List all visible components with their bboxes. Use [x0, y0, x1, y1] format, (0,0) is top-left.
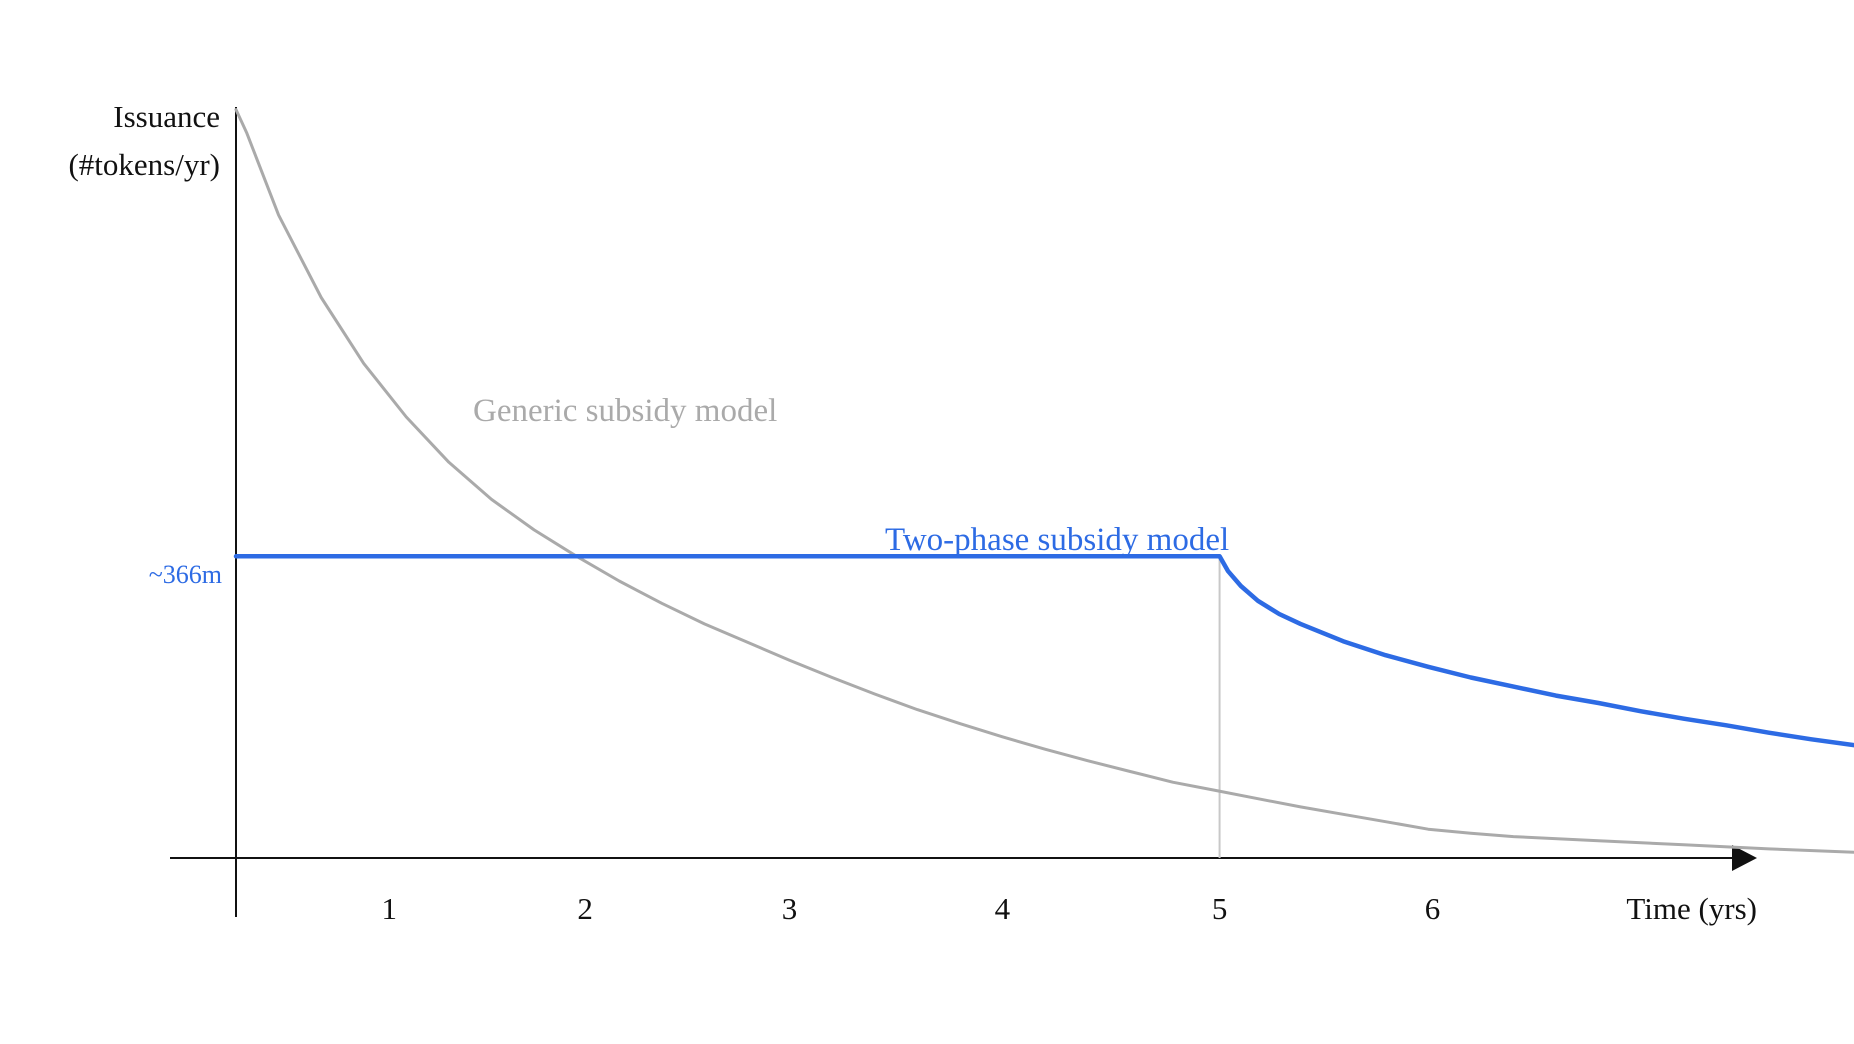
x-tick-labels: 1 2 3 4 5 6 — [382, 891, 1441, 926]
x-axis-label: Time (yrs) — [1626, 891, 1757, 926]
two-phase-subsidy-line — [233, 554, 1854, 748]
x-tick-label-1: 1 — [382, 891, 398, 926]
x-axis-arrowhead — [1732, 845, 1757, 871]
generic-series-label: Generic subsidy model — [473, 393, 777, 429]
x-tick-label-4: 4 — [995, 891, 1011, 926]
y-axis-label-line2: (#tokens/yr) — [68, 147, 220, 182]
x-tick-label-5: 5 — [1212, 891, 1228, 926]
y-axis-label-line1: Issuance — [113, 99, 220, 134]
x-tick-label-2: 2 — [577, 891, 593, 926]
plot-area — [233, 108, 1854, 858]
two-phase-series-label: Two-phase subsidy model — [885, 522, 1229, 558]
y-reference-label: ~366m — [149, 560, 222, 589]
generic-subsidy-line — [234, 108, 1854, 854]
x-tick-label-6: 6 — [1425, 891, 1441, 926]
x-tick-label-3: 3 — [782, 891, 798, 926]
